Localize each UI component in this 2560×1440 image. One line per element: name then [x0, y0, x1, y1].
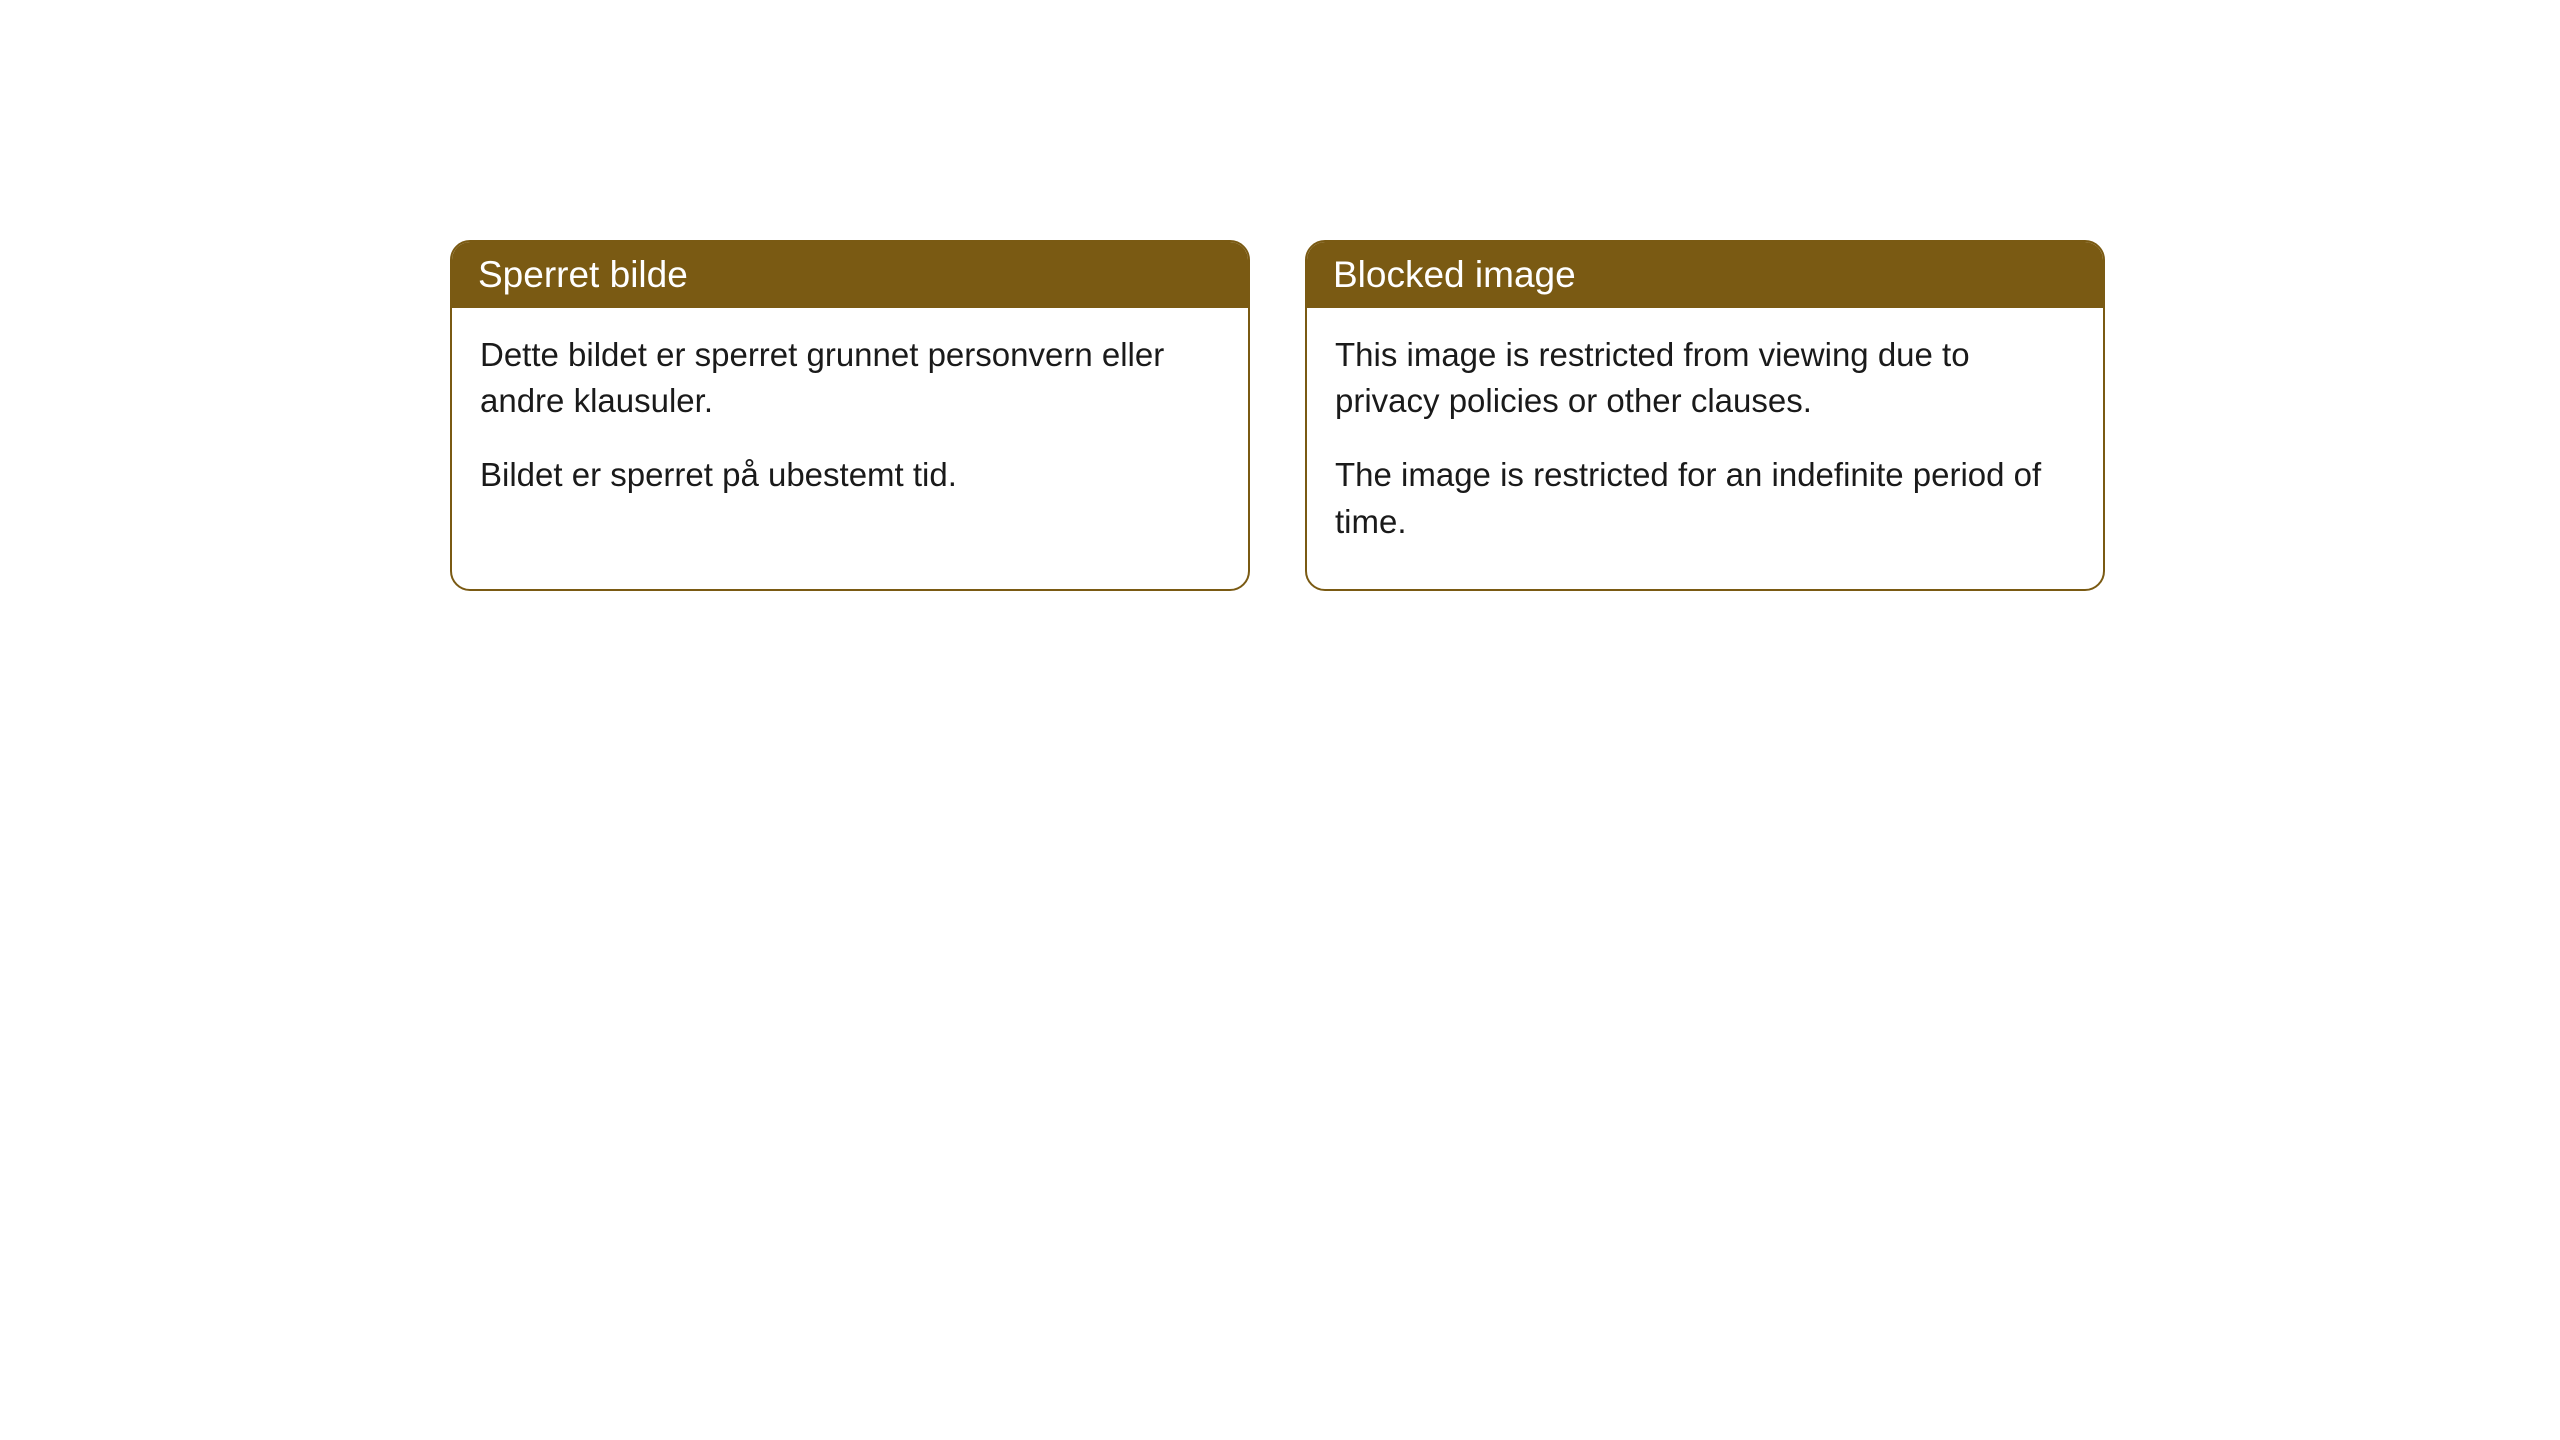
- card-title: Sperret bilde: [452, 242, 1248, 308]
- card-body: Dette bildet er sperret grunnet personve…: [452, 308, 1248, 543]
- blocked-image-card-norwegian: Sperret bilde Dette bildet er sperret gr…: [450, 240, 1250, 591]
- notice-cards-container: Sperret bilde Dette bildet er sperret gr…: [450, 240, 2105, 591]
- blocked-image-card-english: Blocked image This image is restricted f…: [1305, 240, 2105, 591]
- card-title: Blocked image: [1307, 242, 2103, 308]
- card-paragraph-2: Bildet er sperret på ubestemt tid.: [480, 452, 1220, 498]
- card-paragraph-2: The image is restricted for an indefinit…: [1335, 452, 2075, 544]
- card-paragraph-1: This image is restricted from viewing du…: [1335, 332, 2075, 424]
- card-paragraph-1: Dette bildet er sperret grunnet personve…: [480, 332, 1220, 424]
- card-body: This image is restricted from viewing du…: [1307, 308, 2103, 589]
